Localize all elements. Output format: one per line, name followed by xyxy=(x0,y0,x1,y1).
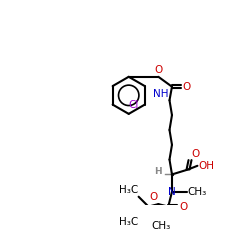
Text: H: H xyxy=(154,168,162,176)
Text: CH₃: CH₃ xyxy=(152,222,171,232)
Text: Cl: Cl xyxy=(128,100,138,110)
Text: H₃C: H₃C xyxy=(118,186,138,196)
Text: O: O xyxy=(182,82,191,92)
Text: N: N xyxy=(168,187,176,197)
Text: O: O xyxy=(150,192,158,202)
Text: OH: OH xyxy=(198,161,214,171)
Text: NH: NH xyxy=(153,89,168,99)
Text: H₃C: H₃C xyxy=(118,217,138,227)
Text: O: O xyxy=(154,65,162,75)
Text: O: O xyxy=(180,202,188,211)
Text: O: O xyxy=(191,149,199,159)
Text: CH₃: CH₃ xyxy=(188,187,207,197)
